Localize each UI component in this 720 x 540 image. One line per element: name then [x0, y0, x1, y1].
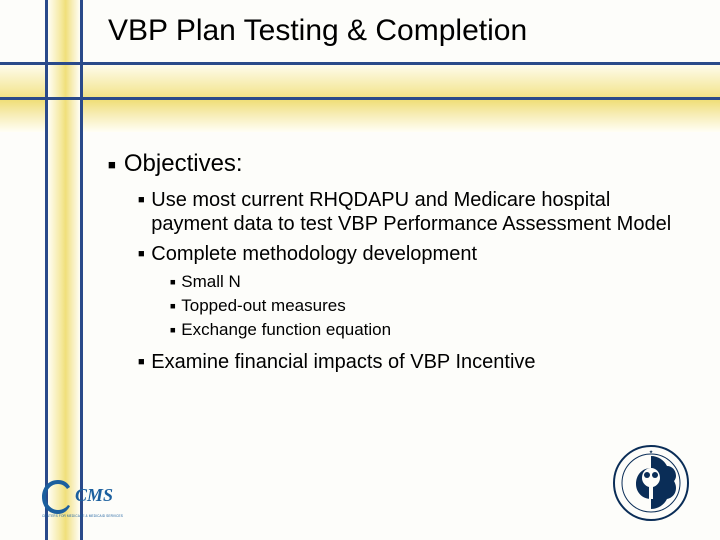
- vertical-line-outer: [45, 0, 48, 540]
- bullet-lvl1: Objectives:: [108, 150, 680, 178]
- bullet-lvl3: Topped-out measures: [170, 296, 680, 316]
- bullet-lvl3: Small N: [170, 272, 680, 292]
- bullet-text: Objectives:: [124, 150, 243, 178]
- bullet-text: Use most current RHQDAPU and Medicare ho…: [151, 188, 680, 236]
- horizontal-line-mid: [0, 97, 720, 100]
- svg-text:CMS: CMS: [75, 485, 113, 505]
- vertical-line-inner: [80, 0, 83, 540]
- bullet-lvl2: Use most current RHQDAPU and Medicare ho…: [138, 188, 680, 236]
- slide-title: VBP Plan Testing & Completion: [108, 14, 700, 48]
- bullet-text: Examine financial impacts of VBP Incenti…: [151, 350, 535, 374]
- bullet-lvl3: Exchange function equation: [170, 320, 680, 340]
- vertical-gold-band: [48, 0, 80, 540]
- cms-logo: CMS CENTERS FOR MEDICARE & MEDICAID SERV…: [40, 476, 150, 518]
- hhs-seal: ★: [612, 444, 690, 522]
- slide-content: Objectives: Use most current RHQDAPU and…: [108, 150, 680, 380]
- svg-text:★: ★: [649, 449, 653, 454]
- bullet-text: Topped-out measures: [181, 296, 345, 316]
- horizontal-line-top: [0, 62, 720, 65]
- bullet-text: Small N: [181, 272, 241, 292]
- bullet-text: Complete methodology development: [151, 242, 477, 266]
- bullet-lvl2: Examine financial impacts of VBP Incenti…: [138, 350, 680, 374]
- bullet-lvl2: Complete methodology development: [138, 242, 680, 266]
- svg-text:CENTERS FOR MEDICARE & MEDICAI: CENTERS FOR MEDICARE & MEDICAID SERVICES: [42, 514, 123, 518]
- bullet-text: Exchange function equation: [181, 320, 391, 340]
